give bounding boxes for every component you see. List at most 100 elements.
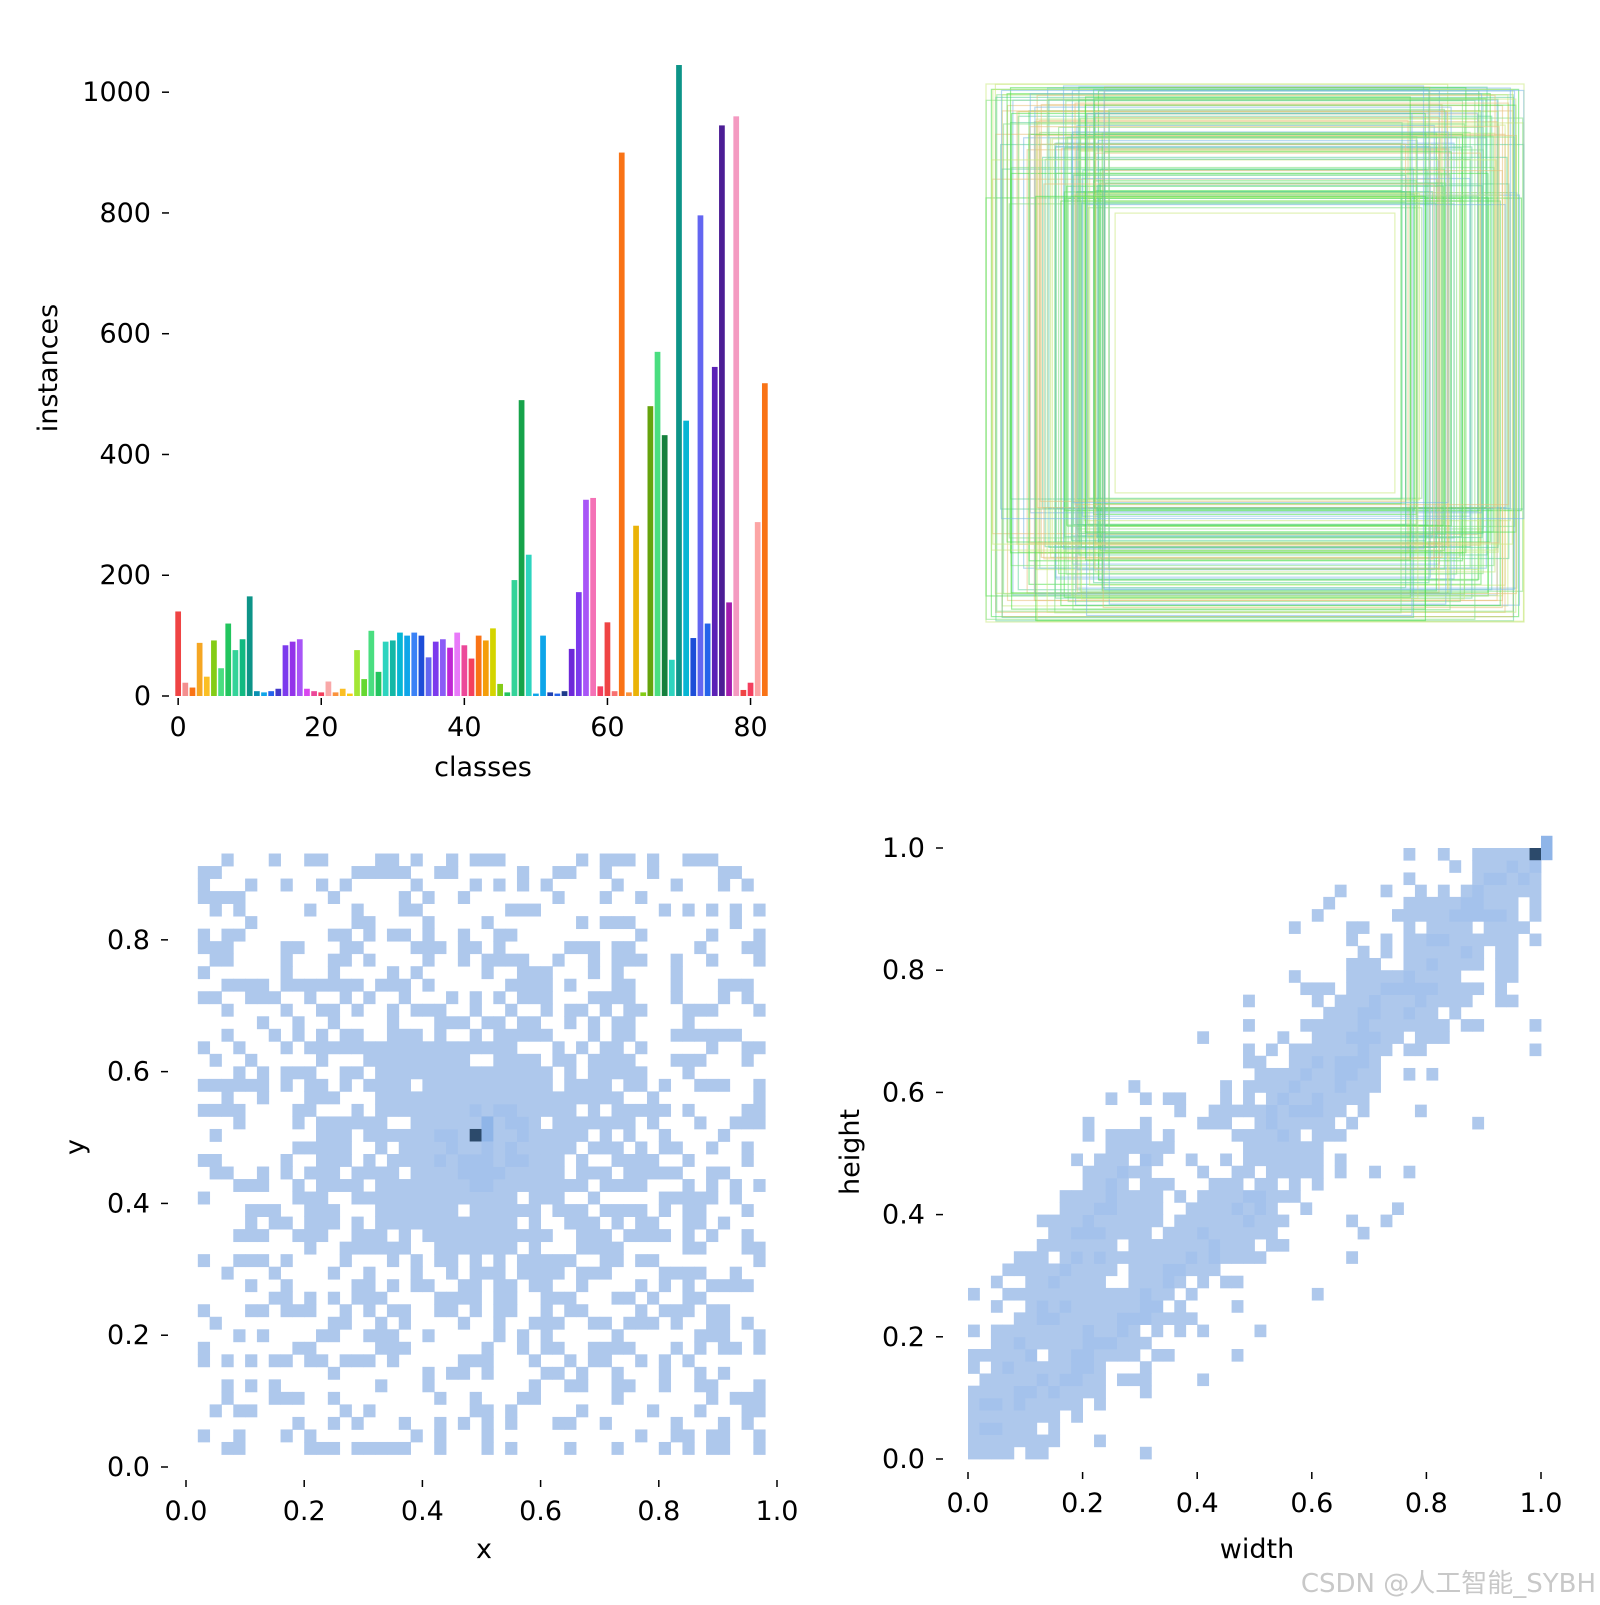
y-axis-label: instances bbox=[33, 304, 64, 432]
heat-cell bbox=[1288, 970, 1301, 983]
heat-cell bbox=[564, 1254, 577, 1268]
heat-cell bbox=[221, 978, 234, 992]
heat-cell-peak bbox=[1529, 848, 1541, 861]
heat-cell bbox=[682, 903, 695, 917]
heat-cell bbox=[410, 878, 423, 892]
bbox-outline bbox=[1094, 193, 1416, 511]
heat-cell bbox=[1025, 1324, 1038, 1338]
heat-cell bbox=[434, 1053, 447, 1067]
heat-cell bbox=[540, 1028, 553, 1042]
heat-cell bbox=[1334, 1055, 1347, 1069]
bbox-outline bbox=[1095, 152, 1482, 546]
heat-cell bbox=[576, 941, 589, 955]
heat-cell bbox=[505, 1229, 518, 1243]
heat-cell bbox=[1151, 1263, 1164, 1277]
heat-cell bbox=[327, 1366, 341, 1380]
heat-cell bbox=[386, 1091, 400, 1105]
heat-cell bbox=[587, 1141, 601, 1155]
heat-cell bbox=[469, 1291, 482, 1305]
heat-cell bbox=[1288, 1067, 1301, 1081]
heat-cell bbox=[670, 1416, 683, 1430]
x-tick-label: 20 bbox=[304, 712, 338, 743]
heat-cell bbox=[611, 878, 624, 892]
heat-cell bbox=[1105, 1300, 1118, 1313]
heat-cell bbox=[351, 1066, 364, 1080]
heat-cell bbox=[457, 1116, 471, 1130]
heat-cell bbox=[245, 1404, 258, 1418]
heat-cell bbox=[1116, 1300, 1129, 1313]
heat-cell bbox=[1518, 921, 1530, 934]
heat-cell bbox=[694, 1078, 707, 1092]
heat-cell bbox=[422, 1003, 435, 1017]
heat-cell bbox=[457, 941, 471, 955]
heat-cell bbox=[327, 1116, 341, 1130]
heat-cell bbox=[245, 1379, 258, 1393]
heat-cell bbox=[670, 1266, 683, 1280]
heat-cell bbox=[1036, 1410, 1049, 1423]
heat-cell bbox=[1185, 1239, 1198, 1252]
heat-cell bbox=[422, 1179, 435, 1192]
heat-cell bbox=[505, 1078, 518, 1092]
heat-cell bbox=[280, 1216, 293, 1230]
heat-cell bbox=[1460, 957, 1473, 971]
heat-cell bbox=[1013, 1373, 1026, 1387]
heat-cell bbox=[398, 1341, 411, 1355]
heat-cell bbox=[304, 978, 317, 992]
heat-cell bbox=[564, 1379, 577, 1393]
heat-cell bbox=[375, 1241, 388, 1255]
heat-cell bbox=[1002, 1422, 1015, 1435]
heat-cell bbox=[505, 1141, 518, 1155]
heat-cell bbox=[1162, 1275, 1175, 1289]
heat-cell bbox=[599, 1316, 612, 1330]
heat-cell bbox=[410, 1003, 423, 1017]
bar-class-60 bbox=[604, 622, 611, 696]
heat-cell bbox=[1529, 1043, 1542, 1057]
heat-cell bbox=[528, 978, 541, 992]
heat-cell bbox=[339, 1066, 352, 1080]
heat-cell bbox=[339, 1028, 352, 1042]
heat-cell bbox=[422, 1166, 435, 1180]
heat-cell bbox=[1048, 1239, 1061, 1252]
bbox-outline bbox=[1066, 185, 1444, 526]
heat-cell bbox=[623, 1016, 636, 1030]
heat-cell bbox=[1002, 1385, 1015, 1399]
heat-cell bbox=[1071, 1385, 1083, 1399]
heat-cell bbox=[741, 1116, 754, 1130]
heat-cell bbox=[670, 878, 683, 892]
heat-cell bbox=[410, 1103, 423, 1117]
heat-cell bbox=[1495, 945, 1508, 959]
heat-cell bbox=[1013, 1397, 1026, 1411]
heat-cell bbox=[741, 1103, 754, 1117]
y-axis: 0.00.20.40.60.81.0 bbox=[882, 833, 943, 1475]
heat-cell bbox=[1220, 1202, 1232, 1215]
heat-cell bbox=[1460, 1019, 1473, 1032]
heat-cell bbox=[256, 1091, 270, 1105]
heat-cell bbox=[1380, 970, 1393, 983]
heat-cell bbox=[635, 953, 648, 967]
heat-cell bbox=[1483, 933, 1496, 947]
heat-cell bbox=[351, 1416, 364, 1430]
heat-cell bbox=[1094, 1324, 1106, 1338]
heat-cell bbox=[552, 1266, 565, 1280]
bar-class-72 bbox=[690, 638, 697, 696]
heat-cell bbox=[635, 1078, 648, 1092]
heat-cell bbox=[1105, 1214, 1118, 1228]
heat-cell bbox=[1300, 1043, 1313, 1057]
heat-cell bbox=[646, 1254, 660, 1268]
heat-cell bbox=[576, 1404, 589, 1418]
heat-cell bbox=[1323, 1006, 1336, 1020]
heat-cell bbox=[422, 1154, 435, 1167]
heat-cell bbox=[1036, 1434, 1049, 1448]
heat-cell bbox=[682, 1016, 695, 1030]
heat-cell bbox=[1208, 1116, 1221, 1130]
heat-cell bbox=[280, 1041, 293, 1055]
heat-cell bbox=[576, 1041, 589, 1055]
heat-cell bbox=[1449, 1006, 1462, 1020]
heat-cell bbox=[635, 1279, 648, 1293]
heat-cell bbox=[434, 1191, 447, 1205]
heat-cell bbox=[587, 941, 601, 955]
heat-cell bbox=[505, 1216, 518, 1230]
heat-cell bbox=[469, 1354, 482, 1368]
x-tick-label: 1.0 bbox=[1520, 1488, 1563, 1519]
heat-cell bbox=[434, 1304, 447, 1318]
